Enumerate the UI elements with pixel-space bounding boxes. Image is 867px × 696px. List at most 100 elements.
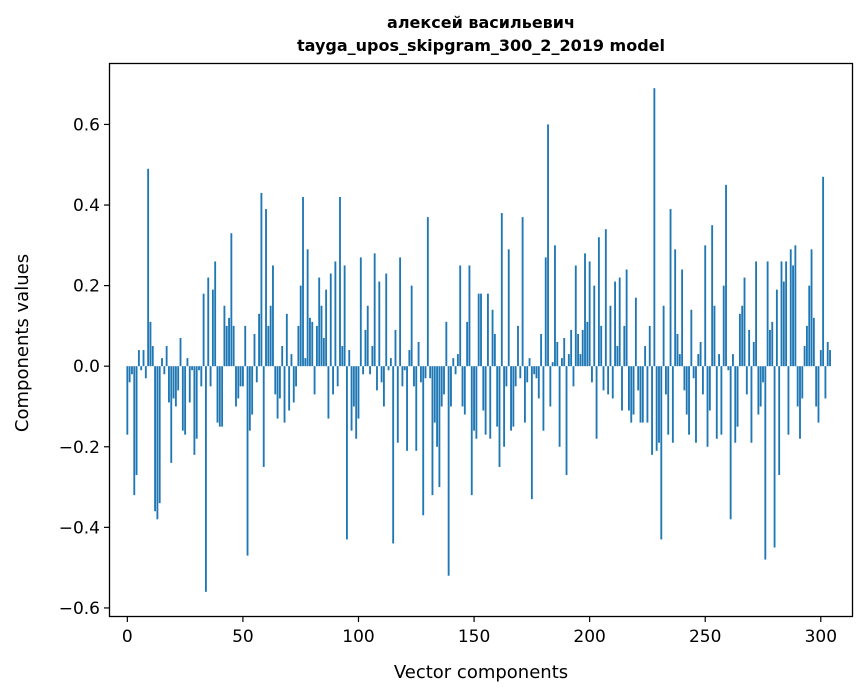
bar-190 xyxy=(565,366,568,475)
bar-95 xyxy=(346,366,348,540)
bar-304 xyxy=(829,350,831,367)
bar-218 xyxy=(630,366,633,423)
bar-284 xyxy=(782,281,785,367)
bar-23 xyxy=(179,337,182,367)
bar-295 xyxy=(808,285,811,367)
bar-256 xyxy=(718,354,721,367)
bar-38 xyxy=(214,261,217,367)
bar-117 xyxy=(396,366,399,443)
bar-92 xyxy=(339,196,341,367)
bar-150 xyxy=(473,366,475,431)
bar-142 xyxy=(454,366,457,375)
bar-204 xyxy=(597,237,600,367)
bar-255 xyxy=(715,366,718,439)
bar-20 xyxy=(172,366,175,399)
bar-132 xyxy=(431,366,434,496)
bar-272 xyxy=(755,261,757,367)
bar-231 xyxy=(660,366,663,540)
bar-97 xyxy=(350,366,353,431)
bar-296 xyxy=(810,249,813,367)
bar-288 xyxy=(792,265,794,367)
bar-126 xyxy=(417,342,420,367)
bar-90 xyxy=(334,261,337,367)
bar-139 xyxy=(447,366,450,576)
bar-153 xyxy=(480,293,482,367)
bar-108 xyxy=(376,366,378,391)
bar-156 xyxy=(487,293,489,367)
bar-40 xyxy=(218,366,221,427)
bar-191 xyxy=(567,354,570,367)
bar-123 xyxy=(410,285,413,367)
bar-180 xyxy=(542,366,545,431)
bar-225 xyxy=(646,366,649,423)
bar-9 xyxy=(147,168,150,367)
bar-31 xyxy=(198,366,200,371)
bar-254 xyxy=(713,305,716,367)
bar-230 xyxy=(658,366,660,443)
bar-154 xyxy=(482,366,485,411)
bar-1 xyxy=(128,366,131,383)
bar-37 xyxy=(211,289,214,367)
x-tick-label: 150 xyxy=(458,627,490,647)
bar-160 xyxy=(496,366,499,427)
bar-67 xyxy=(281,346,284,367)
bar-262 xyxy=(732,354,734,367)
bar-257 xyxy=(720,366,723,435)
bar-77 xyxy=(304,358,307,367)
bar-4 xyxy=(135,366,138,475)
bar-148 xyxy=(468,265,471,367)
bar-266 xyxy=(741,305,744,367)
bar-75 xyxy=(299,285,302,367)
bar-47 xyxy=(235,366,237,407)
bar-146 xyxy=(463,366,466,415)
bar-18 xyxy=(168,366,170,403)
bar-236 xyxy=(671,366,674,443)
bar-65 xyxy=(276,366,279,419)
bar-12 xyxy=(154,366,156,512)
y-tick-label: 0.6 xyxy=(73,115,100,135)
bar-39 xyxy=(216,366,219,423)
bar-48 xyxy=(237,366,240,399)
bar-83 xyxy=(318,277,321,367)
bar-55 xyxy=(253,333,256,367)
bar-188 xyxy=(560,358,563,367)
bar-228 xyxy=(653,88,656,367)
bar-105 xyxy=(369,366,371,375)
bar-36 xyxy=(209,366,212,387)
bar-241 xyxy=(683,366,686,391)
bar-198 xyxy=(584,253,586,367)
bar-69 xyxy=(285,313,288,367)
bar-82 xyxy=(315,325,318,367)
bar-202 xyxy=(593,285,596,367)
bar-261 xyxy=(729,366,732,520)
bar-152 xyxy=(477,293,480,367)
bar-134 xyxy=(436,366,439,447)
bar-270 xyxy=(750,366,753,443)
bar-275 xyxy=(762,366,764,383)
bar-294 xyxy=(806,325,808,367)
bar-168 xyxy=(514,366,517,387)
bar-13 xyxy=(156,366,159,520)
bar-113 xyxy=(387,366,390,371)
bar-102 xyxy=(362,366,365,375)
bar-101 xyxy=(359,257,362,367)
bar-2 xyxy=(131,366,133,375)
bar-6 xyxy=(140,366,143,371)
bar-157 xyxy=(489,366,492,439)
y-tick-label: 0.4 xyxy=(73,196,100,216)
x-tick-label: 300 xyxy=(805,627,837,647)
bar-193 xyxy=(572,366,575,387)
bar-277 xyxy=(766,261,769,367)
bar-187 xyxy=(558,366,561,447)
bar-135 xyxy=(438,366,441,488)
bar-28 xyxy=(191,366,193,371)
bar-109 xyxy=(378,281,381,367)
bar-172 xyxy=(523,366,526,423)
bar-27 xyxy=(188,366,191,403)
bar-232 xyxy=(662,305,665,367)
y-tick-label: −0.2 xyxy=(59,438,100,458)
bar-96 xyxy=(348,350,351,367)
bar-53 xyxy=(248,366,251,431)
bar-7 xyxy=(142,350,145,367)
bar-118 xyxy=(399,257,402,367)
